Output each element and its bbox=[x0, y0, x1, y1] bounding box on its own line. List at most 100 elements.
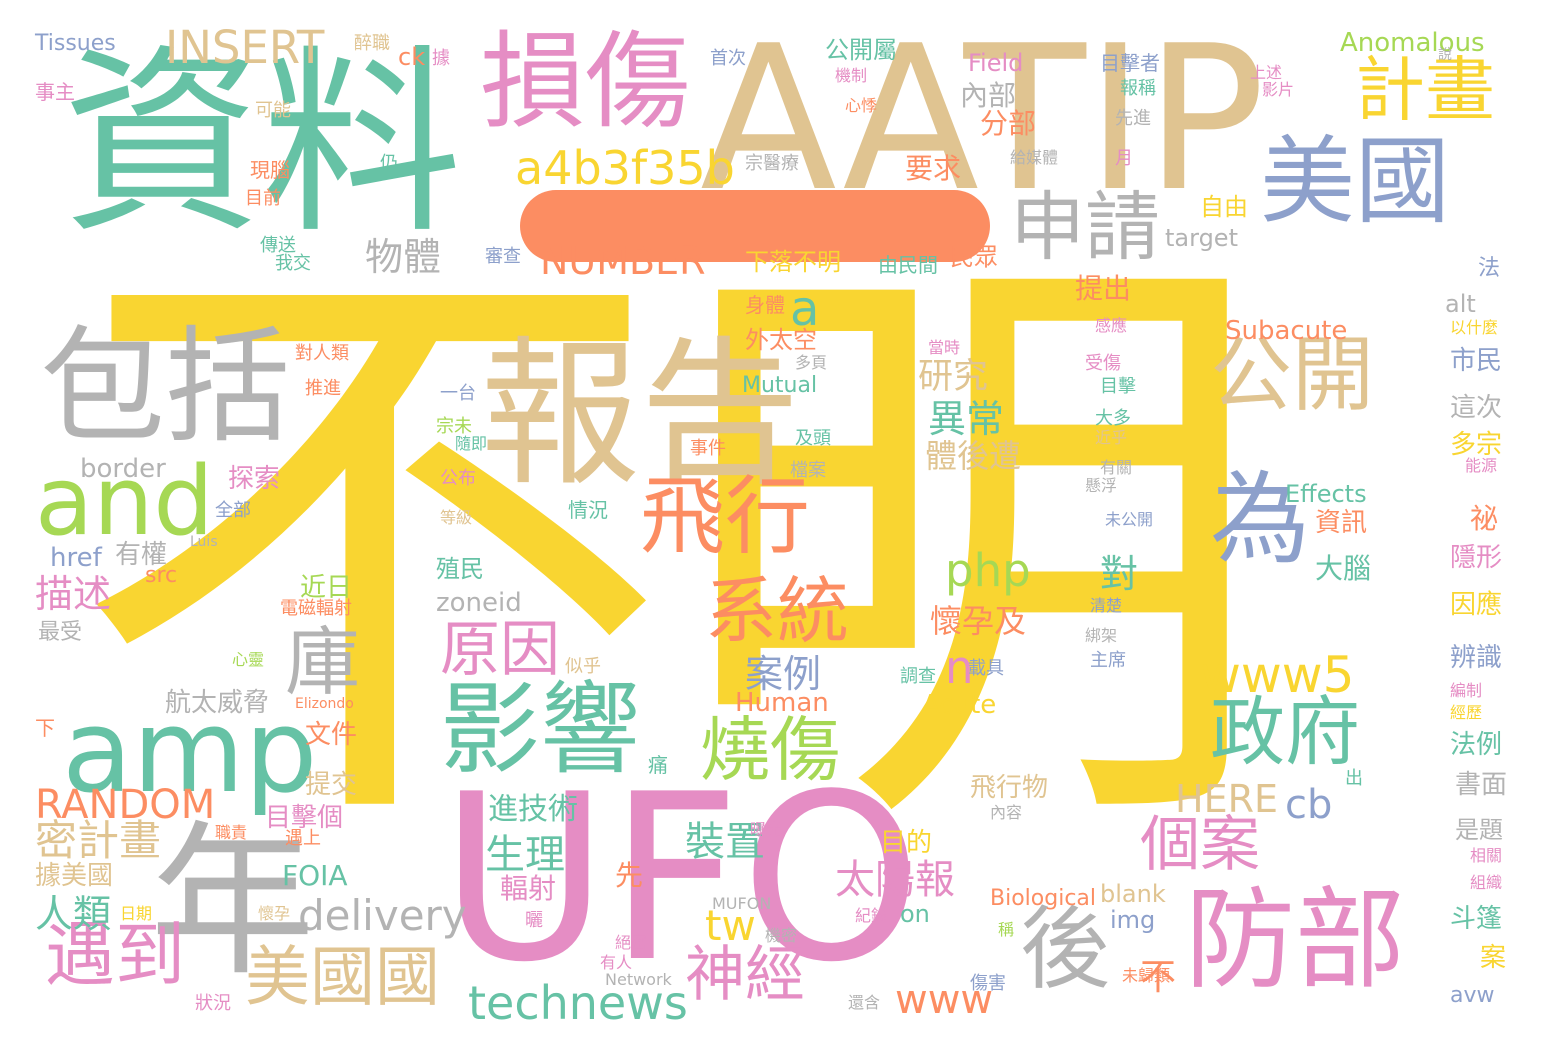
word-194: 機密 bbox=[765, 926, 798, 945]
word-198: 據 bbox=[432, 48, 450, 69]
word-144: 法 bbox=[1478, 256, 1501, 281]
word-65: Acute bbox=[922, 690, 997, 720]
word-13: 影響 bbox=[440, 671, 640, 788]
word-56: 懷孕及 bbox=[930, 602, 1027, 640]
word-181: 組織 bbox=[1470, 873, 1503, 892]
word-130: 影片 bbox=[1262, 80, 1295, 99]
word-90: 下落不明 bbox=[745, 248, 841, 276]
word-134: 目前 bbox=[245, 188, 281, 209]
word-188: 狀況 bbox=[195, 993, 231, 1014]
word-195: 絕密 bbox=[615, 933, 648, 952]
word-111: 文件 bbox=[305, 720, 358, 750]
word-51: 描述 bbox=[35, 572, 112, 616]
word-53: 不 bbox=[1140, 957, 1177, 998]
word-173: 調查 bbox=[900, 666, 936, 687]
word-68: FOIA bbox=[282, 859, 348, 892]
word-116: 目的 bbox=[880, 828, 933, 858]
word-70: href bbox=[50, 543, 102, 573]
word-74: img bbox=[1110, 906, 1156, 934]
word-66: Human bbox=[735, 688, 829, 718]
word-25: 遇到 bbox=[45, 914, 185, 996]
word-117: 先 bbox=[615, 859, 644, 892]
word-109: 近日 bbox=[300, 573, 353, 603]
word-161: 情況 bbox=[568, 498, 608, 522]
word-77: alt bbox=[1445, 290, 1476, 318]
word-125: 宗醫療 bbox=[745, 153, 799, 174]
word-91: 外太空 bbox=[745, 326, 817, 354]
word-120: 目擊者 bbox=[1100, 51, 1160, 75]
word-158: 檔案 bbox=[790, 460, 826, 481]
word-189: 還含 bbox=[848, 993, 881, 1012]
word-49: 案例 bbox=[745, 652, 822, 696]
word-141: 當時 bbox=[928, 338, 961, 357]
word-167: 似乎 bbox=[565, 656, 601, 677]
word-80: Network bbox=[605, 970, 672, 989]
word-37: a bbox=[790, 281, 820, 337]
word-193: 紀錄 bbox=[855, 906, 888, 925]
word-54: HERE bbox=[1175, 777, 1278, 821]
word-176: 能源 bbox=[1465, 456, 1498, 475]
word-33: delivery bbox=[298, 891, 467, 940]
word-179: 出 bbox=[1345, 768, 1363, 789]
word-20: 計畫 bbox=[1355, 49, 1495, 131]
word-199: 說 bbox=[1438, 47, 1452, 63]
word-145: 以什麼 bbox=[1450, 318, 1499, 337]
word-146: 感應 bbox=[1095, 316, 1128, 335]
word-8: 包括 bbox=[40, 315, 290, 460]
word-98: 大腦 bbox=[1315, 552, 1372, 585]
word-159: 公布 bbox=[440, 468, 476, 489]
word-99: 隱形 bbox=[1450, 543, 1503, 573]
word-94: 這次 bbox=[1450, 393, 1503, 423]
word-28: 神經 bbox=[685, 940, 805, 1010]
word-36: 密計畫 bbox=[35, 816, 162, 865]
word-191: 未歸類 bbox=[1122, 966, 1171, 985]
word-178: 痛 bbox=[648, 753, 668, 777]
word-101: 辨識 bbox=[1450, 643, 1503, 673]
word-69: border bbox=[80, 454, 166, 484]
word-196: 有人 bbox=[600, 953, 633, 972]
word-174: 編制 bbox=[1450, 681, 1483, 700]
word-71: src bbox=[145, 563, 178, 588]
word-129: 上述 bbox=[1250, 63, 1283, 82]
word-187: 懷孕 bbox=[258, 904, 291, 923]
word-118: 殖民 bbox=[436, 555, 484, 583]
word-14: 飛行 bbox=[640, 468, 811, 567]
word-62: Subacute bbox=[1225, 316, 1348, 346]
word-121: 報稱 bbox=[1120, 78, 1156, 99]
word-148: 目擊 bbox=[1100, 376, 1136, 397]
word-185: 職責 bbox=[215, 823, 248, 842]
word-55: 體後遭 bbox=[925, 437, 1022, 475]
word-113: 目擊個 bbox=[265, 803, 344, 833]
word-50: 對 bbox=[1100, 552, 1139, 596]
word-75: on bbox=[900, 900, 930, 928]
word-21: 燒傷 bbox=[700, 709, 840, 791]
word-15: 為 bbox=[1210, 461, 1310, 578]
word-100: 因應 bbox=[1450, 590, 1503, 620]
word-127: 機制 bbox=[835, 66, 868, 85]
word-165: 全部 bbox=[215, 500, 251, 521]
word-39: 物體 bbox=[365, 235, 442, 279]
word-59: Anomalous bbox=[1340, 28, 1485, 58]
word-76: target bbox=[1165, 224, 1238, 252]
word-24: 庫 bbox=[285, 618, 361, 706]
word-190: 傷害 bbox=[970, 973, 1006, 994]
word-64: Mutual bbox=[742, 373, 818, 398]
word-156: 事件 bbox=[690, 438, 726, 459]
word-42: 生理 bbox=[485, 832, 565, 878]
word-17: 公開 bbox=[1210, 328, 1375, 423]
word-7: 年 bbox=[150, 806, 315, 998]
word-142: 多頁 bbox=[795, 353, 828, 372]
word-96: 祕 bbox=[1470, 502, 1499, 535]
word-52: 人類 bbox=[35, 892, 112, 936]
word-6: 損傷 bbox=[480, 21, 691, 143]
word-3: AATIP bbox=[700, 3, 1266, 236]
word-106: 案 bbox=[1480, 943, 1507, 973]
word-29: www5 bbox=[1200, 646, 1355, 704]
word-124: 給媒體 bbox=[1010, 148, 1059, 167]
word-104: 是題 bbox=[1455, 816, 1503, 844]
word-108: 有權 bbox=[115, 540, 168, 570]
word-110: 航太威脅 bbox=[165, 688, 270, 718]
word-138: 審查 bbox=[485, 246, 521, 267]
word-162: 有關 bbox=[1100, 458, 1133, 477]
word-140: 醉職 bbox=[354, 33, 390, 54]
